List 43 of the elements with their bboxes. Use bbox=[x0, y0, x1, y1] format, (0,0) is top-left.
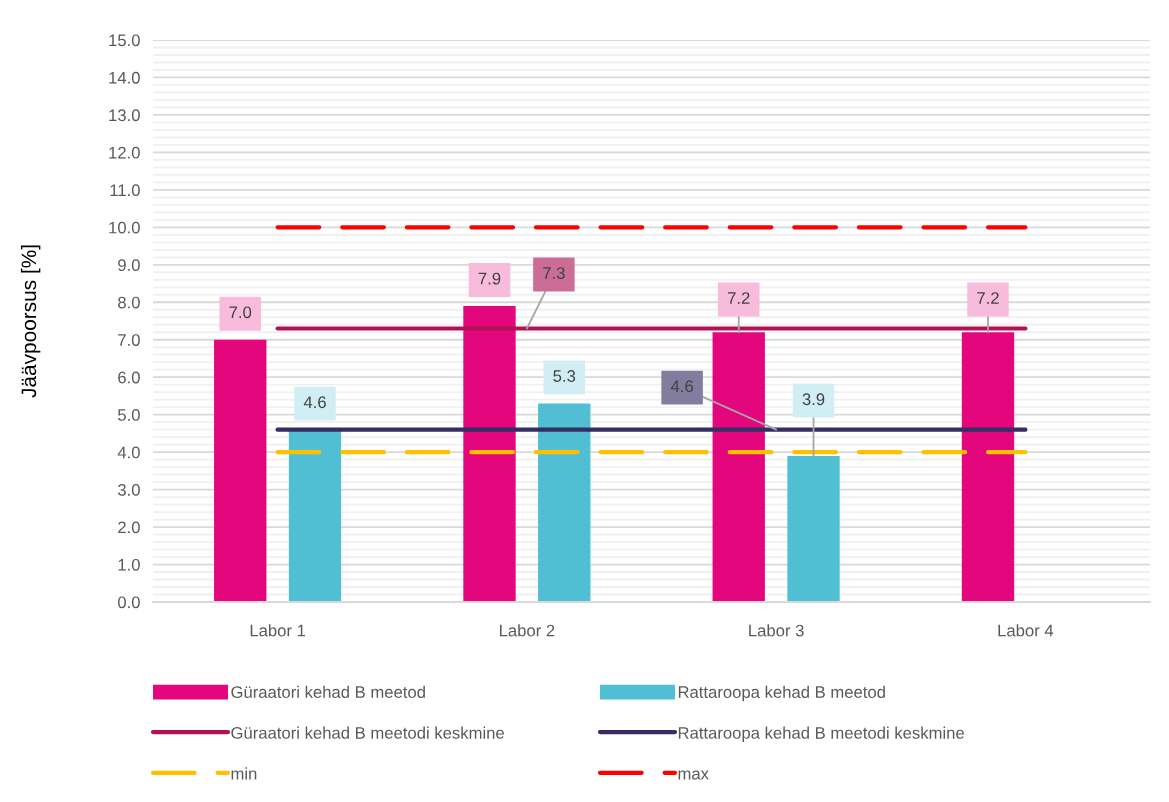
bar bbox=[538, 403, 591, 602]
data-label: 7.0 bbox=[229, 306, 252, 319]
y-tick-label: 4.0 bbox=[117, 446, 140, 459]
bar bbox=[961, 332, 1015, 602]
bar bbox=[288, 429, 342, 602]
y-tick-label: 10.0 bbox=[109, 221, 140, 234]
y-tick-label: 0.0 bbox=[117, 596, 140, 609]
legend-label: max bbox=[678, 770, 709, 780]
data-label: 7.2 bbox=[977, 292, 999, 304]
y-tick-label: 9.0 bbox=[118, 259, 140, 271]
x-tick-label: Labor 1 bbox=[250, 624, 306, 637]
y-tick-label: 7.0 bbox=[118, 334, 140, 346]
y-tick-label: 3.0 bbox=[117, 484, 140, 496]
x-tick-label: Labor 2 bbox=[499, 624, 555, 637]
y-tick-label: 13.0 bbox=[109, 109, 140, 122]
x-tick-label: Labor 4 bbox=[998, 624, 1054, 637]
bar bbox=[712, 332, 765, 602]
data-label: 3.9 bbox=[802, 393, 825, 406]
y-tick-label: 12.0 bbox=[109, 146, 140, 159]
x-tick-label: Labor 3 bbox=[749, 624, 804, 637]
data-label: 5.3 bbox=[553, 370, 576, 382]
legend-label: Rattaroopa kehad B meetodi keskmine bbox=[678, 726, 964, 743]
data-label: 7.3 bbox=[543, 267, 565, 279]
y-tick-label: 15.0 bbox=[109, 34, 140, 47]
y-tick-label: 2.0 bbox=[118, 521, 140, 534]
y-tick-label: 14.0 bbox=[109, 71, 140, 84]
y-tick-label: 1.0 bbox=[118, 558, 140, 571]
legend-label: min bbox=[231, 767, 257, 780]
legend-label: Güraatori kehad B meetod bbox=[231, 685, 425, 698]
y-axis-title: Jäävpoorsus [%] bbox=[20, 245, 41, 398]
data-label: 4.6 bbox=[670, 380, 693, 393]
y-tick-label: 5.0 bbox=[118, 409, 140, 421]
data-label: 4.6 bbox=[303, 396, 326, 409]
data-label: 7.2 bbox=[728, 292, 750, 304]
bar bbox=[463, 306, 516, 602]
data-label: 7.9 bbox=[478, 272, 501, 285]
bar bbox=[787, 455, 840, 602]
legend-label: Güraatori kehad B meetodi keskmine bbox=[231, 726, 504, 739]
y-tick-label: 11.0 bbox=[110, 184, 140, 197]
y-tick-label: 8.0 bbox=[118, 296, 140, 309]
y-tick-label: 6.0 bbox=[118, 371, 140, 384]
legend-label: Rattaroopa kehad B meetod bbox=[678, 685, 885, 702]
bar bbox=[214, 339, 267, 602]
